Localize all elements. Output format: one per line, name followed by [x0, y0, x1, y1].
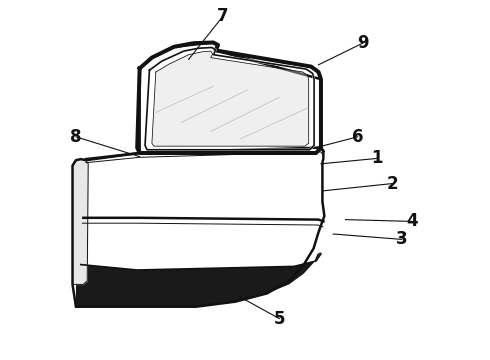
Text: 1: 1 [371, 149, 383, 167]
Text: 4: 4 [406, 212, 417, 230]
Text: 7: 7 [217, 7, 229, 25]
Text: 3: 3 [396, 230, 408, 248]
Polygon shape [152, 51, 309, 146]
Text: 6: 6 [352, 128, 364, 146]
Text: 5: 5 [273, 310, 285, 328]
Text: 9: 9 [357, 34, 368, 52]
Polygon shape [73, 159, 88, 284]
Text: 8: 8 [70, 128, 82, 146]
Text: 2: 2 [386, 175, 398, 193]
Polygon shape [76, 252, 321, 307]
